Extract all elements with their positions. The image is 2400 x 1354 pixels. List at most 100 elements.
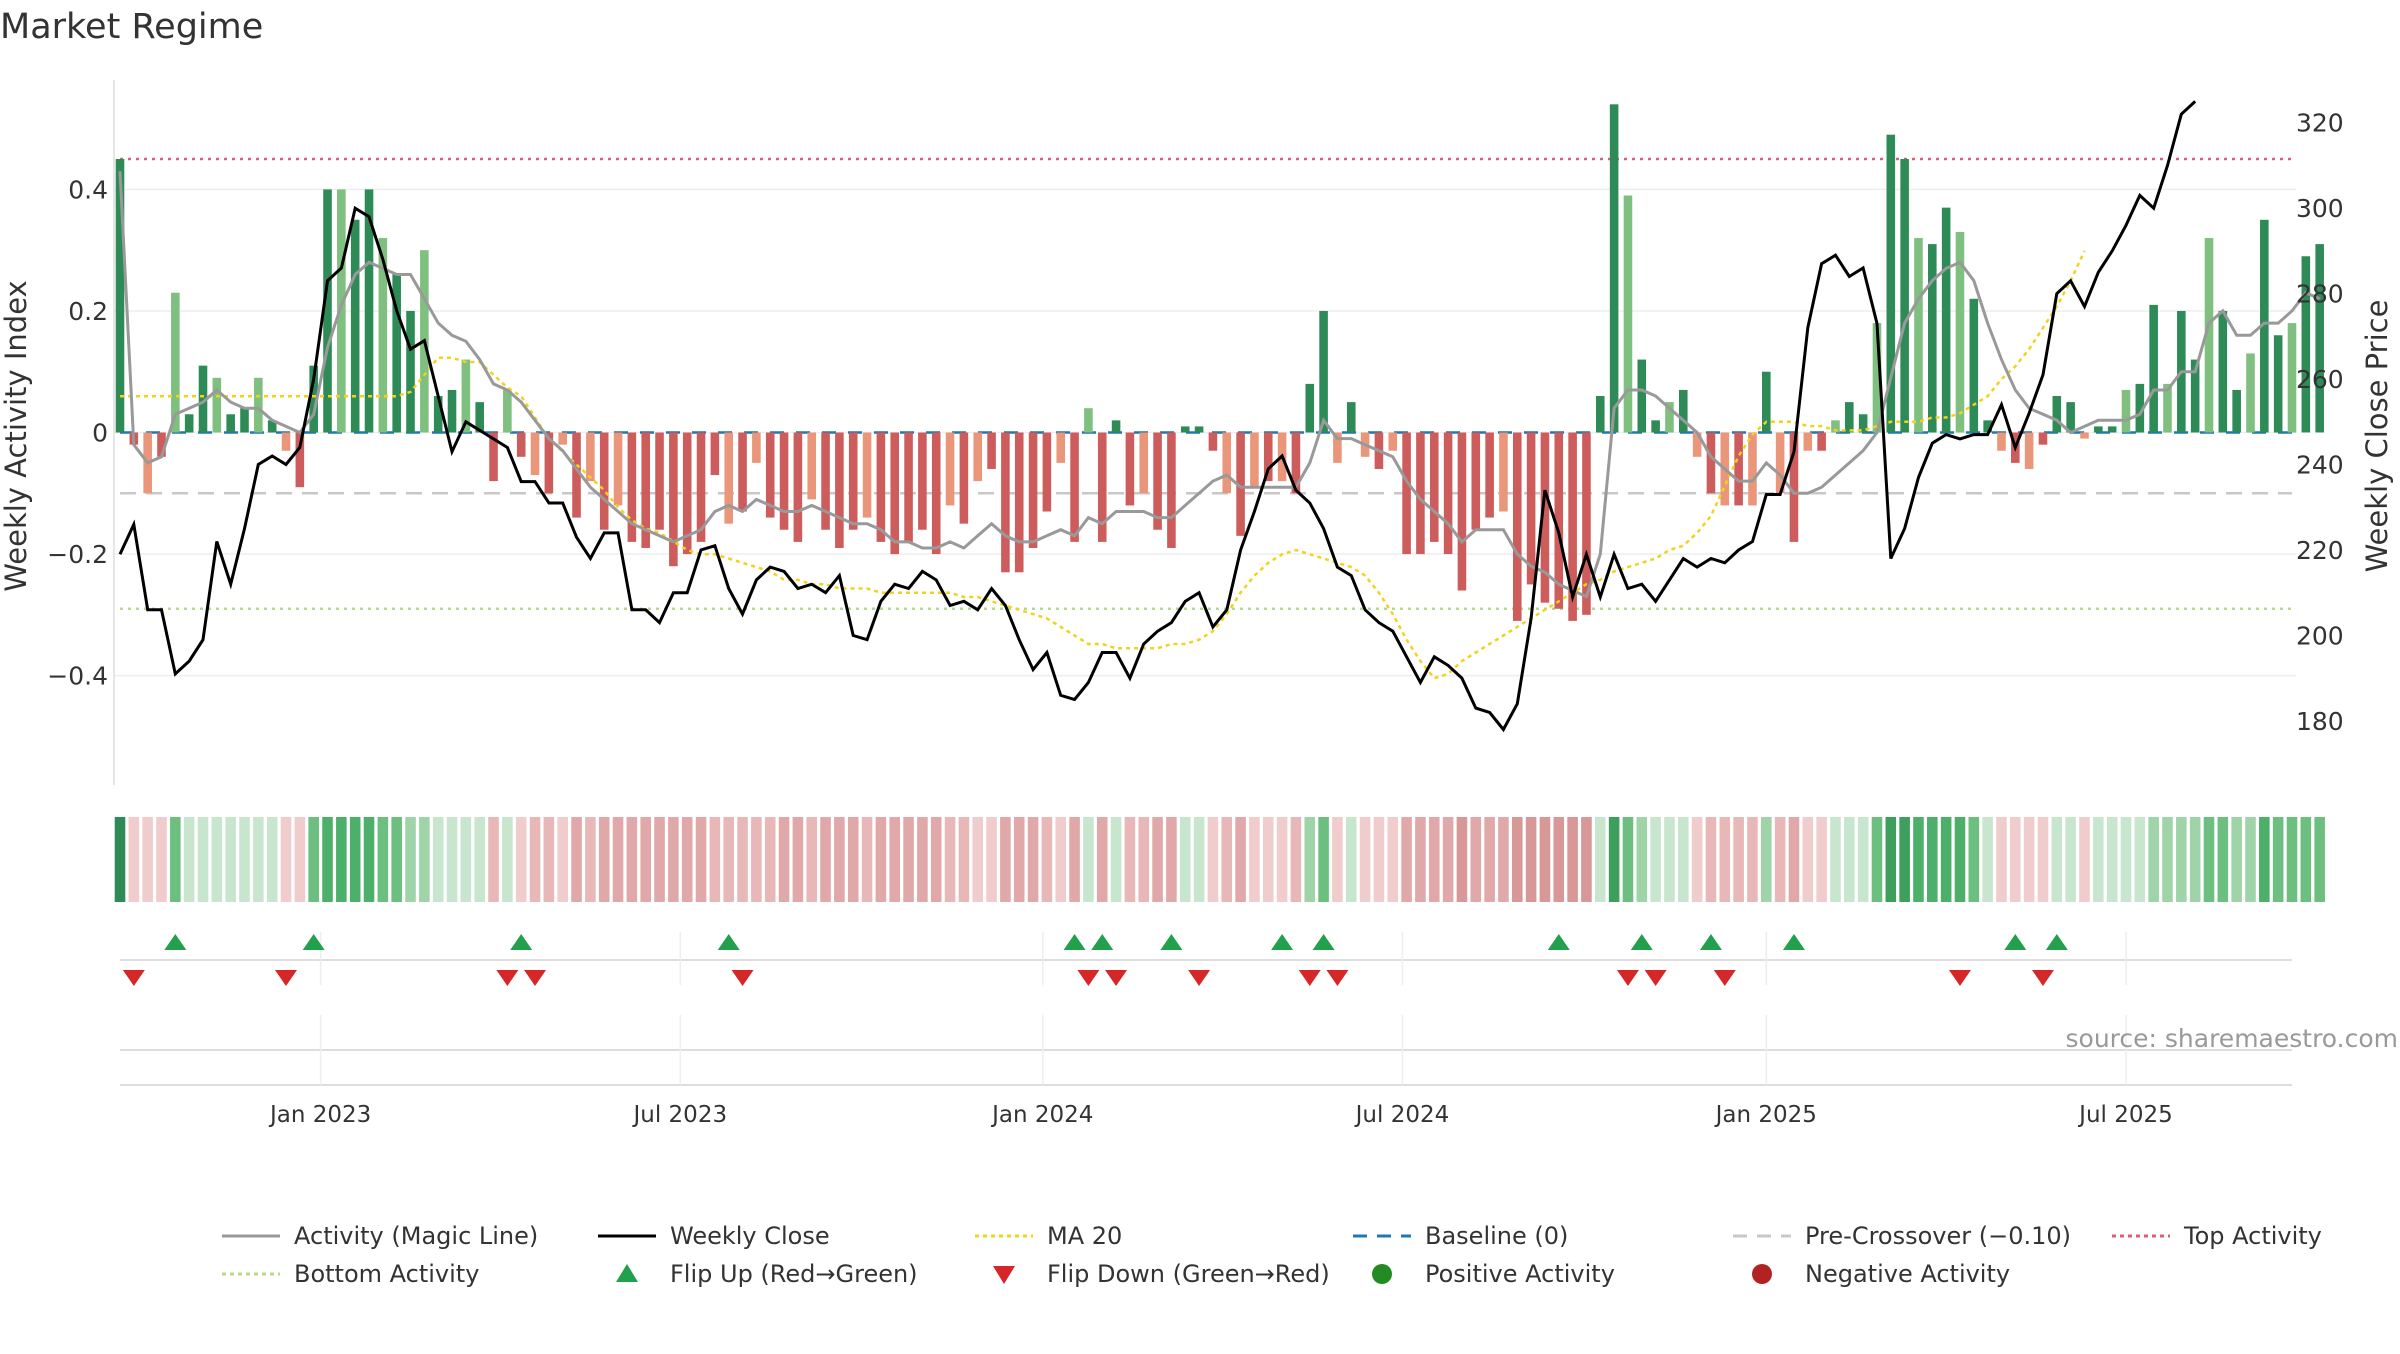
regime-cell-111: [1650, 817, 1661, 902]
activity-bar-0: [115, 159, 125, 433]
activity-bar-37: [627, 432, 637, 542]
activity-bar-140: [2052, 396, 2062, 433]
activity-bar-61: [959, 432, 969, 524]
regime-cell-73: [1124, 817, 1136, 902]
regime-cell-49: [792, 817, 804, 902]
regime-cell-62: [972, 817, 984, 902]
activity-bar-98: [1471, 432, 1481, 530]
regime-cell-92: [1387, 817, 1399, 902]
regime-cell-13: [294, 817, 306, 902]
flip-up-marker-5: [1091, 934, 1114, 950]
regime-cell-31: [543, 817, 555, 902]
flip-up-marker-4: [1063, 934, 1086, 950]
regime-cell-84: [1276, 817, 1288, 902]
activity-bar-111: [1651, 420, 1660, 433]
activity-bar-94: [1416, 432, 1425, 555]
regime-cell-114: [1691, 817, 1703, 902]
activity-bar-66: [1028, 432, 1038, 548]
flip-down-marker-2: [496, 970, 519, 986]
regime-cell-154: [2245, 817, 2256, 902]
activity-bar-62: [973, 432, 983, 482]
activity-bar-9: [240, 408, 249, 433]
regime-cell-136: [1996, 817, 2007, 902]
activity-bar-135: [1983, 420, 1992, 433]
regime-cell-10: [253, 817, 264, 902]
flip-down-marker-10: [1616, 970, 1639, 986]
regime-cell-2: [142, 817, 153, 902]
flip-down-marker-4: [731, 970, 754, 986]
regime-cell-81: [1235, 817, 1246, 902]
activity-bar-23: [433, 396, 443, 433]
activity-bar-51: [821, 432, 830, 530]
regime-cell-65: [1013, 817, 1025, 902]
regime-cell-124: [1830, 817, 1841, 902]
regime-cell-44: [723, 817, 735, 902]
regime-cell-142: [2079, 817, 2090, 902]
legend-label-4: Pre-Crossover (−0.10): [1805, 1222, 2071, 1250]
activity-bar-126: [1858, 414, 1868, 433]
activity-bar-145: [2121, 389, 2131, 433]
y-tick-right-3: 260: [2296, 365, 2344, 394]
regime-cell-128: [1885, 817, 1897, 902]
regime-cell-93: [1401, 817, 1412, 902]
x-tick-label-4: Jan 2025: [1714, 1102, 1817, 1128]
flip-up-marker-11: [1699, 934, 1722, 950]
regime-cell-46: [751, 817, 762, 902]
activity-bar-28: [503, 389, 512, 433]
regime-cell-52: [834, 817, 845, 902]
regime-cell-11: [266, 817, 278, 902]
regime-cell-134: [1968, 817, 1980, 902]
regime-cell-116: [1719, 817, 1731, 902]
regime-cell-99: [1484, 817, 1495, 902]
flip-up-marker-1: [302, 934, 325, 950]
flip-up-marker-9: [1547, 934, 1570, 950]
activity-bar-151: [2204, 238, 2214, 433]
regime-cell-51: [820, 817, 831, 902]
flip-up-marker-3: [717, 934, 740, 950]
regime-cell-29: [515, 817, 527, 902]
x-tick-label-3: Jul 2024: [1354, 1102, 1450, 1128]
activity-bar-104: [1554, 432, 1564, 609]
regime-cell-126: [1857, 817, 1869, 902]
activity-bar-122: [1803, 432, 1813, 451]
legend-label-2: MA 20: [1047, 1222, 1122, 1250]
regime-cell-68: [1055, 817, 1067, 902]
regime-cell-76: [1166, 817, 1177, 902]
activity-bar-41: [682, 432, 692, 555]
regime-cell-79: [1207, 817, 1219, 902]
flip-down-marker-0: [122, 970, 145, 986]
activity-bar-71: [1097, 432, 1107, 542]
activity-bar-107: [1595, 396, 1605, 433]
activity-bar-33: [572, 432, 581, 518]
regime-cell-33: [571, 817, 582, 902]
regime-cell-67: [1041, 817, 1053, 902]
flip-down-marker-7: [1188, 970, 1211, 986]
regime-cell-113: [1677, 817, 1689, 902]
activity-bar-124: [1831, 420, 1840, 433]
activity-bar-95: [1429, 432, 1439, 542]
regime-cell-35: [598, 817, 610, 902]
activity-bar-68: [1056, 432, 1066, 463]
regime-cell-43: [709, 817, 721, 902]
y-axis-label-right: Weekly Close Price: [2360, 300, 2394, 573]
y-tick-right-0: 320: [2296, 109, 2344, 138]
regime-cell-85: [1290, 817, 1302, 902]
regime-cell-140: [2051, 817, 2063, 902]
regime-cell-30: [529, 817, 541, 902]
regime-cell-106: [1581, 817, 1592, 902]
activity-bar-57: [904, 432, 913, 542]
activity-bar-34: [586, 432, 595, 482]
y-tick-left-4: −0.4: [47, 662, 108, 691]
legend-swatch-8: [993, 1266, 1015, 1284]
regime-cell-69: [1069, 817, 1080, 902]
activity-bar-49: [793, 432, 803, 542]
activity-bar-144: [2107, 426, 2117, 433]
axes: Weekly Activity Index Weekly Close Price…: [0, 109, 2394, 736]
regime-cell-123: [1816, 817, 1827, 902]
y-tick-right-7: 180: [2296, 707, 2344, 736]
regime-cell-57: [903, 817, 914, 902]
x-axis: Jan 2023 Jul 2023 Jan 2024 Jul 2024 Jan 2025…: [120, 1015, 2292, 1128]
activity-bar-118: [1748, 432, 1757, 506]
regime-cell-15: [322, 817, 333, 902]
activity-bar-44: [724, 432, 734, 524]
